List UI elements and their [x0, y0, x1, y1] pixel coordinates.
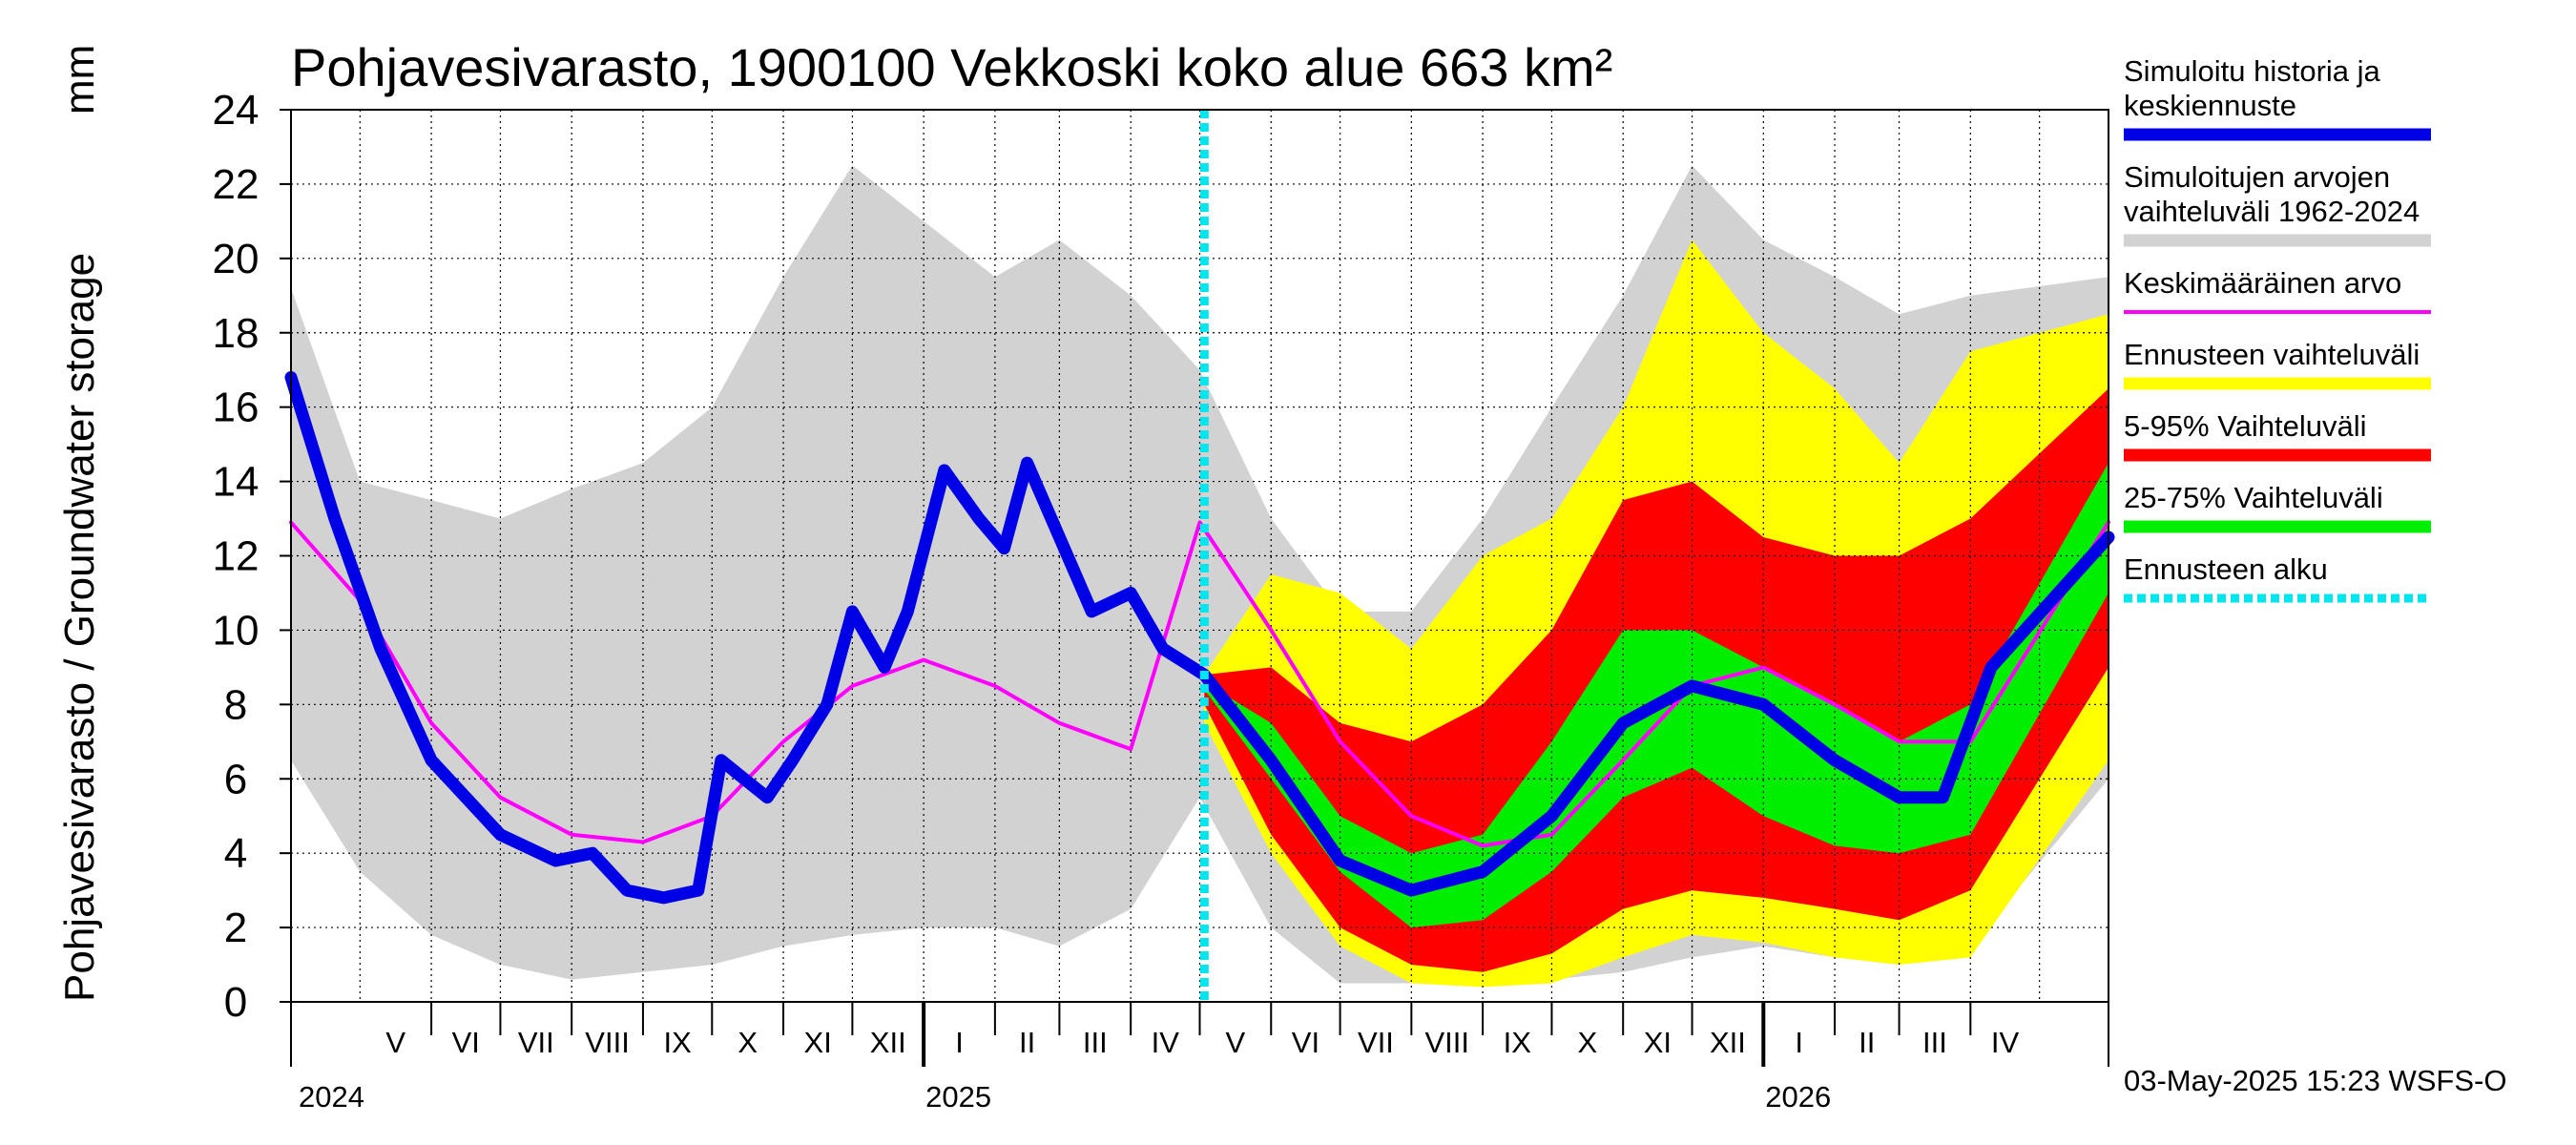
month-label-9: II — [1019, 1026, 1035, 1059]
month-label-10: III — [1083, 1026, 1108, 1059]
month-label-12: V — [1226, 1026, 1246, 1059]
month-label-0: V — [385, 1026, 405, 1059]
series-line-1 — [284, 371, 2115, 905]
legend-label-0-0: Simuloitu historia ja — [2124, 54, 2381, 88]
y-tick-label-11: 22 — [213, 161, 260, 208]
month-label-11: IV — [1152, 1026, 1180, 1059]
series-line-0 — [289, 520, 2110, 848]
legend-label-5-0: 25-75% Vaihteluväli — [2124, 481, 2383, 514]
y-axis-unit: mm — [56, 45, 103, 114]
month-label-6: XI — [804, 1026, 832, 1059]
y-tick-label-6: 12 — [213, 533, 260, 580]
y-tick-label-2: 4 — [224, 830, 247, 877]
month-label-13: VI — [1292, 1026, 1319, 1059]
month-label-2: VII — [518, 1026, 554, 1059]
y-tick-label-0: 0 — [224, 979, 247, 1026]
y-tick-label-10: 20 — [213, 236, 260, 282]
chart-lines — [284, 110, 2115, 1002]
y-tick-label-8: 16 — [213, 385, 260, 431]
legend-label-1-1: vaihteluväli 1962-2024 — [2124, 195, 2420, 228]
month-label-15: VIII — [1424, 1026, 1469, 1059]
legend-label-2-0: Keskimääräinen arvo — [2124, 266, 2401, 300]
footer-timestamp: 03-May-2025 15:23 WSFS-O — [2124, 1064, 2506, 1097]
month-label-8: I — [955, 1026, 964, 1059]
month-label-14: VII — [1358, 1026, 1394, 1059]
month-label-4: IX — [663, 1026, 692, 1059]
year-label-1: 2025 — [925, 1080, 991, 1114]
month-label-1: VI — [452, 1026, 480, 1059]
legend-label-1-0: Simuloitujen arvojen — [2124, 160, 2390, 194]
legend-label-0-1: keskiennuste — [2124, 89, 2296, 122]
legend-label-6-0: Ennusteen alku — [2124, 552, 2328, 586]
month-label-16: IX — [1504, 1026, 1532, 1059]
y-tick-label-9: 18 — [213, 310, 260, 357]
month-label-23: IV — [1991, 1026, 2020, 1059]
month-label-22: III — [1922, 1026, 1947, 1059]
month-label-7: XII — [870, 1026, 906, 1059]
month-label-19: XII — [1710, 1026, 1746, 1059]
chart-title: Pohjavesivarasto, 1900100 Vekkoski koko … — [291, 37, 1612, 97]
y-tick-label-7: 14 — [213, 459, 260, 506]
y-tick-label-5: 10 — [213, 607, 260, 654]
month-label-18: XI — [1644, 1026, 1672, 1059]
month-label-5: X — [737, 1026, 758, 1059]
legend-label-3-0: Ennusteen vaihteluväli — [2124, 338, 2420, 371]
y-tick-label-4: 8 — [224, 681, 247, 728]
year-label-0: 2024 — [299, 1080, 364, 1114]
month-label-21: II — [1859, 1026, 1875, 1059]
y-tick-label-12: 24 — [213, 87, 260, 134]
y-axis-label: Pohjavesivarasto / Groundwater storage — [56, 253, 103, 1002]
month-label-17: X — [1577, 1026, 1597, 1059]
month-label-3: VIII — [585, 1026, 630, 1059]
y-tick-label-3: 6 — [224, 756, 247, 802]
band-3 — [1204, 463, 2109, 928]
year-label-2: 2026 — [1765, 1080, 1831, 1114]
month-label-20: I — [1795, 1026, 1803, 1059]
legend-label-4-0: 5-95% Vaihteluväli — [2124, 409, 2366, 443]
y-tick-label-1: 2 — [224, 905, 247, 951]
